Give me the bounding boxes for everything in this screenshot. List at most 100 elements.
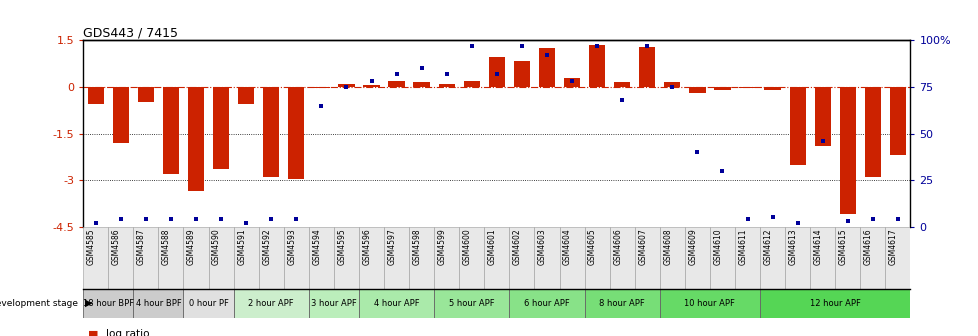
Text: 8 hour APF: 8 hour APF: [599, 299, 645, 308]
Text: GSM4589: GSM4589: [187, 229, 196, 265]
Bar: [509, 289, 584, 318]
Text: GSM4592: GSM4592: [262, 229, 271, 265]
Bar: [188, 87, 204, 191]
Text: 18 hour BPF: 18 hour BPF: [82, 299, 134, 308]
Text: GSM4600: GSM4600: [463, 229, 471, 265]
Text: GSM4611: GSM4611: [737, 229, 747, 265]
Text: GSM4591: GSM4591: [237, 229, 245, 265]
Bar: [689, 87, 705, 93]
Bar: [133, 289, 183, 318]
Text: 3 hour APF: 3 hour APF: [311, 299, 356, 308]
Bar: [685, 227, 709, 289]
Bar: [413, 82, 429, 87]
Bar: [158, 227, 183, 289]
Text: GSM4617: GSM4617: [888, 229, 897, 265]
Bar: [738, 87, 755, 88]
Bar: [83, 227, 109, 289]
Text: 2 hour APF: 2 hour APF: [248, 299, 293, 308]
Bar: [584, 227, 609, 289]
Bar: [234, 289, 308, 318]
Bar: [388, 81, 404, 87]
Bar: [183, 227, 208, 289]
Bar: [484, 227, 509, 289]
Text: GSM4585: GSM4585: [87, 229, 96, 265]
Bar: [488, 57, 505, 87]
Text: GSM4596: GSM4596: [362, 229, 371, 265]
Bar: [609, 227, 634, 289]
Bar: [563, 78, 580, 87]
Bar: [613, 82, 630, 87]
Text: GSM4604: GSM4604: [562, 229, 571, 265]
Text: GSM4615: GSM4615: [838, 229, 847, 265]
Bar: [263, 87, 279, 177]
Text: log ratio: log ratio: [106, 329, 149, 336]
Text: GSM4614: GSM4614: [813, 229, 822, 265]
Bar: [634, 227, 659, 289]
Text: GSM4597: GSM4597: [387, 229, 396, 265]
Bar: [784, 227, 810, 289]
Bar: [258, 227, 284, 289]
Text: ■: ■: [88, 329, 99, 336]
Bar: [534, 227, 559, 289]
Bar: [288, 87, 304, 179]
Bar: [764, 87, 779, 90]
Bar: [459, 227, 484, 289]
Text: GSM4594: GSM4594: [312, 229, 321, 265]
Text: GSM4616: GSM4616: [863, 229, 872, 265]
Bar: [112, 87, 129, 143]
Bar: [659, 289, 759, 318]
Text: 10 hour APF: 10 hour APF: [684, 299, 734, 308]
Bar: [308, 227, 333, 289]
Bar: [238, 87, 254, 104]
Bar: [87, 87, 104, 104]
Text: GSM4606: GSM4606: [612, 229, 622, 265]
Bar: [133, 227, 158, 289]
Text: 4 hour BPF: 4 hour BPF: [135, 299, 181, 308]
Bar: [810, 227, 834, 289]
Text: GSM4599: GSM4599: [437, 229, 446, 265]
Bar: [864, 87, 880, 177]
Bar: [589, 45, 604, 87]
Bar: [538, 48, 555, 87]
Text: GSM4608: GSM4608: [663, 229, 672, 265]
Bar: [284, 227, 308, 289]
Bar: [513, 60, 529, 87]
Text: GSM4610: GSM4610: [713, 229, 722, 265]
Bar: [709, 227, 734, 289]
Bar: [138, 87, 154, 102]
Bar: [213, 87, 229, 169]
Bar: [308, 289, 359, 318]
Text: GSM4588: GSM4588: [161, 229, 171, 265]
Bar: [162, 87, 179, 174]
Text: GSM4593: GSM4593: [287, 229, 296, 265]
Bar: [860, 227, 884, 289]
Bar: [383, 227, 409, 289]
Text: 0 hour PF: 0 hour PF: [189, 299, 228, 308]
Bar: [839, 87, 855, 214]
Bar: [889, 87, 906, 155]
Bar: [409, 227, 433, 289]
Bar: [433, 289, 509, 318]
Bar: [884, 227, 910, 289]
Bar: [359, 289, 433, 318]
Text: 5 hour APF: 5 hour APF: [449, 299, 494, 308]
Bar: [363, 85, 379, 87]
Bar: [464, 81, 479, 87]
Bar: [359, 227, 383, 289]
Text: GSM4590: GSM4590: [212, 229, 221, 265]
Text: GSM4595: GSM4595: [337, 229, 346, 265]
Text: 12 hour APF: 12 hour APF: [809, 299, 860, 308]
Bar: [734, 227, 759, 289]
Text: GSM4607: GSM4607: [638, 229, 646, 265]
Bar: [759, 289, 910, 318]
Text: GSM4603: GSM4603: [538, 229, 547, 265]
Bar: [759, 227, 784, 289]
Text: GSM4586: GSM4586: [111, 229, 120, 265]
Bar: [663, 82, 680, 87]
Text: ▶: ▶: [85, 298, 93, 308]
Bar: [714, 87, 730, 90]
Text: development stage: development stage: [0, 299, 78, 308]
Text: 4 hour APF: 4 hour APF: [374, 299, 419, 308]
Bar: [559, 227, 584, 289]
Text: GSM4609: GSM4609: [688, 229, 696, 265]
